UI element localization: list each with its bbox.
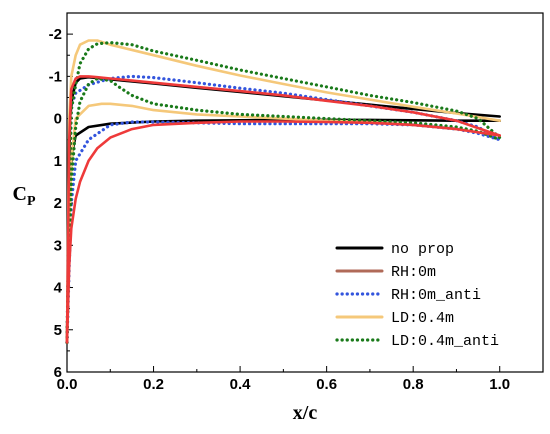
legend-label: LD:0.4m bbox=[391, 310, 454, 327]
y-tick-label: 5 bbox=[54, 322, 62, 339]
x-tick-label: 0.4 bbox=[230, 376, 252, 393]
legend-label: no prop bbox=[391, 241, 454, 258]
x-axis-title: x/c bbox=[293, 402, 318, 424]
y-axis-title: CP bbox=[12, 183, 35, 209]
series-ld-0-4m-anti-upper bbox=[65, 41, 502, 344]
x-tick-label: 1.0 bbox=[489, 376, 510, 393]
legend-label: RH:0m_anti bbox=[391, 287, 481, 304]
x-tick-label: 0.6 bbox=[316, 376, 337, 393]
y-tick-label: -2 bbox=[49, 26, 62, 43]
series-ld-0-4m-upper bbox=[65, 39, 501, 344]
series-ld-0-4m-lower bbox=[65, 102, 501, 344]
y-tick-label: 0 bbox=[54, 111, 62, 128]
y-tick-label: 3 bbox=[54, 237, 62, 254]
y-tick-label: 6 bbox=[54, 364, 62, 381]
y-tick-label: 2 bbox=[54, 195, 62, 212]
x-tick-label: 0.2 bbox=[143, 376, 164, 393]
y-tick-label: 4 bbox=[54, 280, 63, 297]
series-unlabeled-lower bbox=[65, 120, 501, 344]
x-tick-label: 0.0 bbox=[57, 376, 78, 393]
y-tick-label: -1 bbox=[49, 68, 62, 85]
plot-frame bbox=[66, 12, 544, 373]
y-tick-label: 1 bbox=[54, 153, 62, 170]
legend-label: RH:0m bbox=[391, 264, 436, 281]
legend-label: LD:0.4m_anti bbox=[391, 333, 499, 350]
series-unlabeled-upper bbox=[65, 75, 501, 344]
series-ld-0-4m-anti-lower bbox=[65, 76, 502, 344]
x-tick-label: 0.8 bbox=[403, 376, 424, 393]
